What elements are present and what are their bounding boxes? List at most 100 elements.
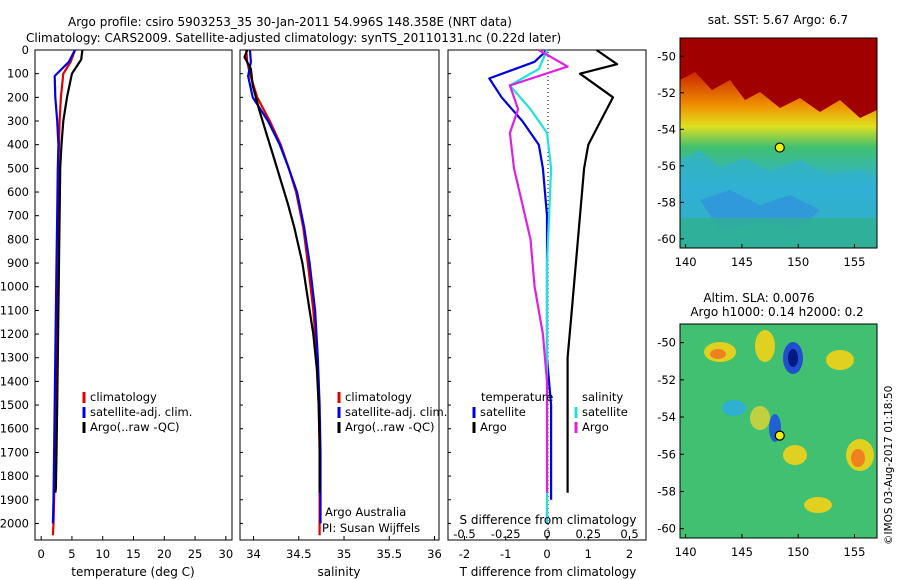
s-diff-tick-label: -0.5 [453, 527, 475, 541]
x-tick-label: 34.5 [286, 547, 312, 561]
temperature-profiles [51, 49, 84, 536]
legend-title-temperature: temperature [481, 390, 553, 404]
map-lon-tick-label: 145 [731, 255, 753, 269]
map-lat-tick-label: -60 [657, 232, 676, 246]
x-tick-label: 35.5 [376, 547, 402, 561]
profile-line-satellite-adj-clim- [51, 49, 76, 524]
x-tick-label: 2 [626, 547, 633, 561]
sla-orange-blob [710, 349, 726, 359]
s-difference-tick-labels: -0.5 -0.25 0 0.25 0.5 [453, 527, 638, 541]
difference-legend: temperature salinitysatelliteArgosatellit… [472, 390, 628, 434]
legend-label: Argo [582, 420, 609, 434]
map-lat-tick-label: -52 [657, 373, 676, 387]
legend-label: Argo(..raw -QC) [90, 420, 180, 434]
profile-line-climatology [245, 49, 321, 536]
map-lon-tick-label: 140 [675, 255, 697, 269]
depth-tick-label: 400 [7, 138, 29, 152]
legend-title-salinity: salinity [582, 390, 623, 404]
x-tick-label: 34 [246, 547, 261, 561]
imos-watermark: ©IMOS 03-Aug-2017 01:18:50 [883, 386, 895, 545]
x-tick-label: 25 [188, 547, 203, 561]
salinity-axis-label: salinity [317, 565, 360, 579]
x-tick-label: 36 [427, 547, 442, 561]
depth-tick-label: 0 [22, 43, 29, 57]
legend-label: Argo(..raw -QC) [345, 420, 435, 434]
t-difference-axis-label: T difference from climatology [459, 565, 637, 579]
profile-line-argo-raw-qc- [54, 49, 84, 493]
map-lat-tick-label: -50 [657, 49, 676, 63]
s-difference-axis-label: S difference from climatology [460, 513, 637, 527]
x-tick-label: -1 [500, 547, 511, 561]
legend-label: climatology [90, 390, 157, 404]
temperature-panel: 0100200300400500600700800900100011001200… [0, 43, 451, 579]
sla-map-tick-labels: 140 145 150 155 -50 -52 -54 -56 -58 -60 [657, 336, 865, 559]
legend-label: satellite-adj. clim. [345, 405, 447, 419]
salinity-panel: 34 34.5 35 35.5 36 climatologysatellite-adj.… [239, 49, 447, 579]
s-diff-tick-label: 0.5 [620, 527, 638, 541]
map-lon-tick-label: 145 [731, 545, 753, 559]
depth-tick-label: 1400 [0, 374, 29, 388]
legend-label: satellite [480, 405, 526, 419]
x-tick-label: 1 [585, 547, 592, 561]
sla-yellow-blob [826, 350, 854, 370]
sla-yellow-blob [750, 406, 770, 430]
s-diff-tick-label: 0.25 [575, 527, 601, 541]
sst-ocean-strip [680, 218, 877, 248]
sst-map: sat. SST: 5.67 Argo: 6.7 140 145 150 155 -50… [657, 13, 878, 269]
depth-tick-label: 500 [7, 161, 29, 175]
legend-label: satellite-adj. clim. [90, 405, 192, 419]
depth-tick-label: 800 [7, 232, 29, 246]
depth-tick-label: 900 [7, 256, 29, 270]
sla-yellow-blob [804, 497, 832, 513]
legend-label: Argo [480, 420, 507, 434]
depth-tick-label: 1300 [0, 351, 29, 365]
sla-map-title: Altim. SLA: 0.0076 [703, 291, 814, 305]
sla-map: Altim. SLA: 0.0076 Argo h1000: 0.14 h200… [657, 291, 878, 559]
legend-label: satellite [582, 405, 628, 419]
map-lon-tick-label: 140 [675, 545, 697, 559]
difference-panel: -2 -1 0 1 2 -0.5 -0.25 0 0.25 0.5 temperature sal… [447, 49, 647, 579]
depth-tick-label: 1000 [0, 280, 29, 294]
depth-tick-label: 1700 [0, 445, 29, 459]
sla-yellow-blob [755, 330, 775, 362]
difference-profiles [488, 49, 619, 524]
map-lon-tick-label: 150 [787, 545, 809, 559]
sst-map-tick-labels: 140 145 150 155 -50 -52 -54 -56 -58 -60 [657, 49, 865, 269]
salinity-profiles [243, 49, 322, 536]
sst-map-title: sat. SST: 5.67 Argo: 6.7 [708, 13, 848, 27]
map-lat-tick-label: -50 [657, 336, 676, 350]
profile-line-argo-raw-qc- [243, 49, 321, 493]
footer-pi: PI: Susan Wijffels [322, 521, 420, 535]
map-lat-tick-label: -54 [657, 122, 676, 136]
x-tick-label: 15 [126, 547, 141, 561]
x-tick-label: 35 [337, 547, 352, 561]
figure-title-line2: Climatology: CARS2009. Satellite-adjuste… [26, 31, 561, 45]
sla-map-subtitle: Argo h1000: 0.14 h2000: 0.2 [690, 305, 863, 319]
argo-float-marker [774, 142, 785, 153]
x-tick-label: 10 [95, 547, 110, 561]
t-difference-tick-labels: -2 -1 0 1 2 [459, 536, 633, 561]
profile-line-argo [566, 49, 619, 493]
map-lon-tick-label: 155 [844, 255, 866, 269]
depth-tick-labels: 0 100 200 300 400 500 600 700 800 900 1000 1100 1200… [0, 43, 451, 530]
depth-tick-label: 100 [7, 67, 29, 81]
temperature-axis-label: temperature (deg C) [71, 565, 194, 579]
depth-tick-label: 1600 [0, 422, 29, 436]
x-tick-label: 0 [543, 547, 550, 561]
x-tick-label: 20 [157, 547, 172, 561]
figure-title-line1: Argo profile: csiro 5903253_35 30-Jan-20… [68, 15, 512, 29]
map-lat-tick-label: -52 [657, 86, 676, 100]
depth-tick-label: 1500 [0, 398, 29, 412]
map-lat-tick-label: -56 [657, 159, 676, 173]
depth-tick-label: 700 [7, 209, 29, 223]
legend-label: climatology [345, 390, 412, 404]
depth-tick-label: 300 [7, 114, 29, 128]
depth-tick-label: 2000 [0, 516, 29, 530]
depth-tick-label: 1900 [0, 493, 29, 507]
depth-tick-label: 200 [7, 90, 29, 104]
sla-yellow-blob [783, 445, 807, 465]
map-lat-tick-label: -54 [657, 410, 676, 424]
